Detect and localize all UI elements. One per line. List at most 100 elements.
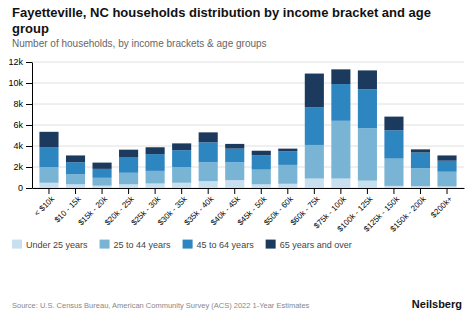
tick: 0 xyxy=(18,183,32,193)
tick: $200k+ xyxy=(429,188,454,220)
legend-swatch xyxy=(266,240,276,249)
bar xyxy=(119,173,138,185)
tick-mark xyxy=(420,188,421,194)
grid-line xyxy=(32,83,464,84)
bar xyxy=(384,130,403,158)
series xyxy=(39,69,456,169)
tick-mark xyxy=(26,125,32,126)
tick-mark xyxy=(181,188,182,194)
tick: 6k xyxy=(13,120,32,130)
bar xyxy=(93,163,112,169)
tick-mark xyxy=(367,188,368,194)
bar xyxy=(199,162,218,181)
tick-mark xyxy=(234,188,235,194)
legend-item: 45 to 64 years xyxy=(183,240,255,250)
title-line: group xyxy=(12,21,49,36)
tick-mark xyxy=(208,188,209,194)
bar xyxy=(146,171,165,184)
chart: Fayetteville, NC households distribution… xyxy=(0,0,474,316)
bar xyxy=(93,178,112,186)
bar xyxy=(225,149,244,163)
tick-mark xyxy=(102,188,103,194)
bar xyxy=(172,150,191,167)
bar xyxy=(39,147,58,167)
legend-item: 25 to 44 years xyxy=(100,240,172,250)
bar xyxy=(119,150,138,158)
legend-label: 25 to 44 years xyxy=(114,240,172,250)
tick-mark xyxy=(26,188,32,189)
legend-label: 45 to 64 years xyxy=(197,240,255,250)
tick-label: $150k - 200k xyxy=(389,194,429,234)
grid xyxy=(32,62,464,188)
bar xyxy=(278,149,297,152)
bar xyxy=(66,155,85,162)
tick-mark xyxy=(314,188,315,194)
bar xyxy=(252,184,271,188)
tick-mark xyxy=(393,188,394,194)
series xyxy=(39,84,456,178)
tick-label: 12k xyxy=(8,57,23,67)
bar xyxy=(172,167,191,183)
bar xyxy=(305,145,324,179)
grid-line xyxy=(32,62,464,63)
axis-line xyxy=(32,63,33,189)
x-axis: < $10k$10 - 15k$15k - 20k$20k - 25k$25k … xyxy=(33,188,465,234)
bar xyxy=(146,154,165,171)
bar xyxy=(411,186,430,188)
tick-mark xyxy=(155,188,156,194)
bar xyxy=(93,186,112,188)
bar xyxy=(278,184,297,188)
bar xyxy=(199,132,218,142)
bar xyxy=(331,84,350,121)
bar xyxy=(437,186,456,188)
bar xyxy=(172,143,191,150)
bar xyxy=(199,142,218,162)
bar xyxy=(39,132,58,147)
bar xyxy=(331,121,350,179)
tick: 10k xyxy=(8,78,32,88)
tick-label: $200k+ xyxy=(429,194,454,219)
tick-mark xyxy=(26,146,32,147)
bar xyxy=(358,70,377,89)
tick-mark xyxy=(340,188,341,194)
bar xyxy=(172,183,191,188)
legend-label: Under 25 years xyxy=(26,240,88,250)
tick-label: 4k xyxy=(13,141,23,151)
bar xyxy=(252,155,271,169)
bar xyxy=(146,183,165,188)
bar xyxy=(305,74,324,108)
bar xyxy=(437,172,456,187)
bar xyxy=(119,184,138,188)
tick-mark xyxy=(261,188,262,194)
series xyxy=(39,121,456,187)
bar xyxy=(146,147,165,154)
bar xyxy=(358,181,377,188)
bar xyxy=(66,174,85,184)
bar xyxy=(93,169,112,178)
tick-label: < $10k xyxy=(33,194,57,218)
bar xyxy=(305,179,324,188)
tick: 12k xyxy=(8,57,32,67)
bar xyxy=(199,181,218,188)
legend-swatch xyxy=(12,240,22,249)
bar xyxy=(39,183,58,188)
tick-label: 8k xyxy=(13,99,23,109)
bar xyxy=(437,155,456,160)
tick: $150k - 200k xyxy=(389,188,429,234)
tick-mark xyxy=(26,104,32,105)
legend: Under 25 years 25 to 44 years 45 to 64 yea… xyxy=(12,240,352,250)
subtitle: Number of households, by income brackets… xyxy=(12,38,267,49)
tick: < $10k xyxy=(33,188,57,218)
tick-label: 6k xyxy=(13,120,23,130)
tick-mark xyxy=(26,167,32,168)
grid-line xyxy=(32,104,464,105)
legend-swatch xyxy=(100,240,110,249)
bar xyxy=(384,186,403,188)
tick-mark xyxy=(48,188,49,194)
bar xyxy=(278,165,297,184)
bar xyxy=(437,161,456,172)
tick-label: 2k xyxy=(13,162,23,172)
tick-mark xyxy=(26,62,32,63)
bar xyxy=(411,149,430,152)
bar xyxy=(278,151,297,165)
